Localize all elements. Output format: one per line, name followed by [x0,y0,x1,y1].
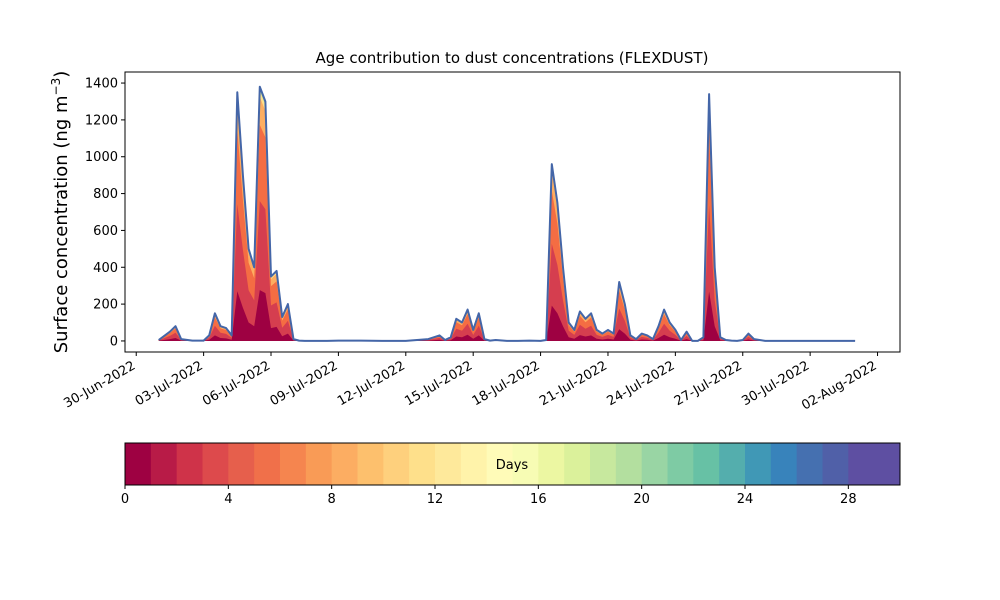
colorbar-segment [409,443,436,485]
colorbar-segment [615,443,643,485]
colorbar-segment [874,443,901,485]
colorbar-segment [486,443,513,485]
colorbar-tick-label: 0 [121,492,129,507]
x-tick-label: 15-Jul-2022 [402,358,475,409]
colorbar-segment [848,443,875,485]
chart-title: Age contribution to dust concentrations … [316,49,709,67]
colorbar-segment [176,443,203,485]
x-tick-label: 09-Jul-2022 [268,358,341,409]
colorbar-segment [202,443,229,485]
x-axis: 30-Jun-202203-Jul-202206-Jul-202209-Jul-… [61,352,880,414]
y-axis: 0 200 400 600 800 1000 1200 1400 [85,77,125,349]
colorbar-segment [693,443,720,485]
colorbar-segment [667,443,694,485]
colorbar-tick-label: 8 [328,492,336,507]
colorbar-segment [512,443,539,485]
colorbar-segment [383,443,410,485]
x-tick-label: 06-Jul-2022 [200,358,273,409]
colorbar-segment [719,443,746,485]
y-tick-label: 800 [93,187,118,202]
colorbar-segment [770,443,798,485]
colorbar-segment [357,443,384,485]
x-tick-label: 03-Jul-2022 [133,358,206,409]
colorbar-tick-label: 20 [633,492,650,507]
x-tick-label: 24-Jul-2022 [605,358,678,409]
x-tick-label: 12-Jul-2022 [335,358,408,409]
y-tick-label: 1400 [85,77,118,92]
colorbar [125,443,901,485]
colorbar-frame [124,442,901,486]
colorbar-ticks: 0 4 8 12 16 20 24 28 [121,485,857,507]
colorbar-tick-label: 24 [737,492,754,507]
colorbar-segment [538,443,565,485]
x-tick-label: 21-Jul-2022 [537,358,610,409]
colorbar-segment [796,443,823,485]
colorbar-segment [150,443,178,485]
colorbar-segment [590,443,617,485]
colorbar-segment [125,443,152,485]
colorbar-segment [331,443,358,485]
colorbar-tick-label: 16 [530,492,547,507]
plot-frame [124,71,901,353]
x-tick-label: 18-Jul-2022 [470,358,543,409]
y-tick-label: 0 [110,334,118,349]
total-concentration-line [158,85,856,342]
colorbar-segment [641,443,668,485]
colorbar-segment [564,443,591,485]
y-tick-label: 400 [93,261,118,276]
colorbar-segment [745,443,772,485]
colorbar-segment [435,443,462,485]
colorbar-segment [305,443,333,485]
age-band-area-6 [158,290,856,341]
x-tick-label: 27-Jul-2022 [672,358,745,409]
y-tick-label: 600 [93,224,118,239]
x-tick-label: 30-Jun-2022 [61,358,138,411]
plot-area [158,85,856,342]
y-tick-label: 1000 [85,150,118,165]
x-tick-label: 02-Aug-2022 [799,358,879,413]
y-axis-label: Surface concentration (ng m−3) [49,71,72,354]
colorbar-segment [460,443,488,485]
colorbar-segment [822,443,849,485]
y-tick-label: 1200 [85,113,118,128]
colorbar-label: Days [496,458,529,473]
colorbar-tick-label: 4 [224,492,232,507]
colorbar-tick-label: 28 [840,492,857,507]
y-tick-label: 200 [93,298,118,313]
colorbar-segment [228,443,255,485]
colorbar-segment [280,443,307,485]
colorbar-tick-label: 12 [427,492,444,507]
colorbar-segment [254,443,281,485]
